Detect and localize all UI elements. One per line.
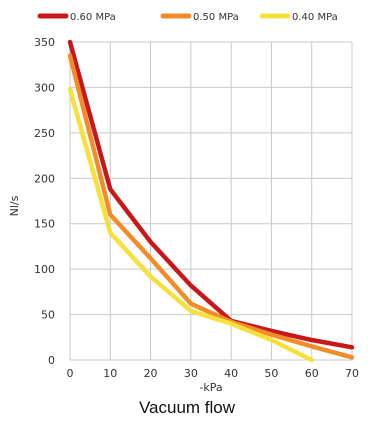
x-tick-label: 0 bbox=[67, 367, 74, 380]
series-line-3 bbox=[67, 86, 314, 363]
y-tick-label: 300 bbox=[34, 81, 55, 94]
y-tick-label: 100 bbox=[34, 263, 55, 276]
x-tick-label: 30 bbox=[184, 367, 198, 380]
x-tick-label: 50 bbox=[264, 367, 278, 380]
series-line-2 bbox=[67, 53, 355, 360]
chart-caption: Vacuum flow bbox=[138, 398, 236, 417]
x-tick-label: 60 bbox=[305, 367, 319, 380]
y-tick-labels: 0 50 100 150 200 250 300 350 bbox=[34, 36, 55, 367]
x-tick-label: 70 bbox=[345, 367, 359, 380]
legend-entry: 0.50 MPa bbox=[193, 12, 239, 23]
legend-entry: 0.60 MPa bbox=[70, 12, 116, 23]
y-axis-label: Nl/s bbox=[8, 195, 21, 216]
series-line-1 bbox=[67, 39, 355, 350]
vacuum-flow-chart: 0.60 MPa 0.50 MPa 0.40 MPa 0 10 20 30 40 50 60 70… bbox=[8, 12, 360, 394]
y-tick-label: 150 bbox=[34, 218, 55, 231]
x-tick-label: 20 bbox=[144, 367, 158, 380]
y-tick-label: 0 bbox=[48, 354, 55, 367]
x-tick-label: 40 bbox=[224, 367, 238, 380]
y-tick-label: 350 bbox=[34, 36, 55, 49]
y-tick-label: 50 bbox=[41, 309, 55, 322]
series-lines bbox=[67, 39, 355, 363]
y-tick-label: 200 bbox=[34, 172, 55, 185]
legend-entry: 0.40 MPa bbox=[292, 12, 338, 23]
legend: 0.60 MPa 0.50 MPa 0.40 MPa bbox=[37, 12, 338, 23]
x-axis-label: -kPa bbox=[199, 381, 222, 394]
x-tick-label: 10 bbox=[103, 367, 117, 380]
y-tick-label: 250 bbox=[34, 127, 55, 140]
x-tick-labels: 0 10 20 30 40 50 60 70 bbox=[67, 367, 360, 380]
